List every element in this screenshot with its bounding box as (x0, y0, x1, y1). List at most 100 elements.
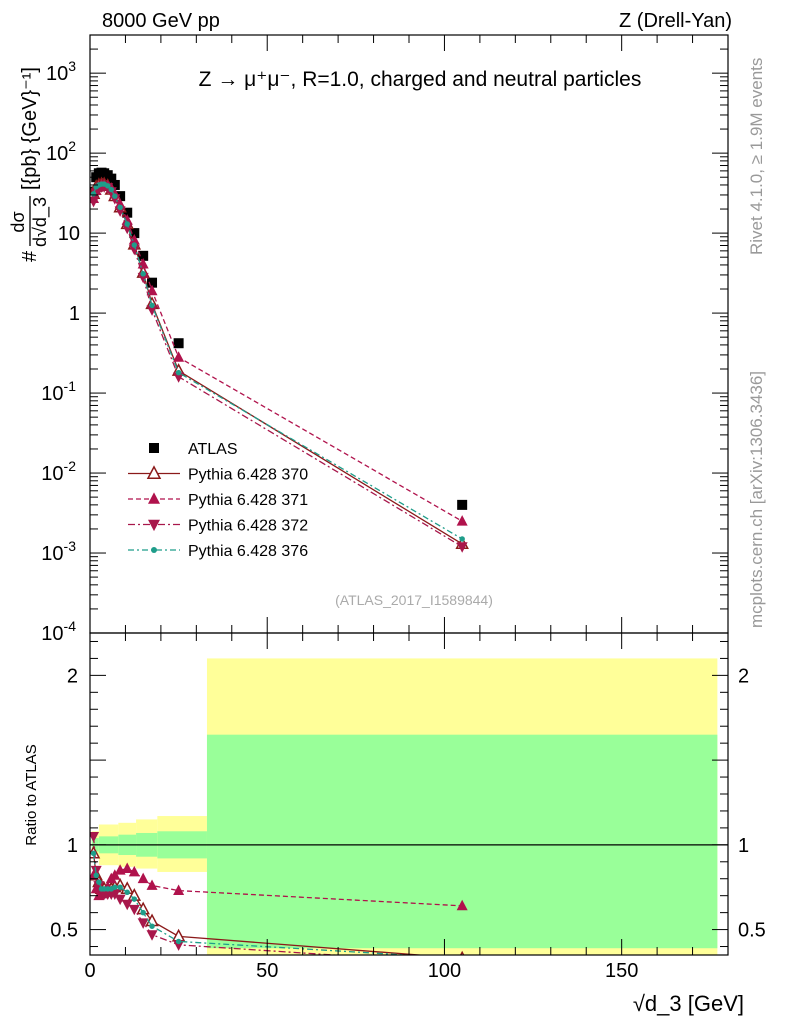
series-4-point (459, 536, 465, 542)
legend-label: Pythia 6.428 371 (188, 492, 308, 509)
ratio-x-tick-label: 0 (84, 960, 95, 982)
x-axis-label: √d_3 [GeV] (633, 991, 744, 1016)
main-y-label-group: # dσ d√d_3 [{pb} {GeV}⁻¹] (8, 67, 51, 262)
series-4-point (112, 193, 118, 199)
main-frame (89, 34, 729, 634)
ratio-series-3-point (117, 884, 123, 890)
legend-marker (148, 492, 160, 504)
series-0-point (109, 179, 120, 190)
series-3-point (90, 196, 100, 208)
main-y-tick-label: 10-3 (41, 538, 76, 565)
ratio-series-1-point (137, 872, 149, 884)
series-3-point (121, 223, 133, 235)
main-y-tick-label: 10-2 (41, 458, 76, 485)
ratio-series-2-point (93, 881, 105, 892)
series-0-point (138, 250, 149, 261)
series-2-point (146, 284, 158, 296)
legend-label: Pythia 6.428 370 (188, 467, 308, 484)
ratio-series-3-point (96, 879, 102, 885)
series-2-point (173, 351, 185, 362)
series-0-point (115, 191, 126, 202)
legend-label: ATLAS (188, 441, 238, 458)
ratio-y-tick-label: 1 (67, 835, 78, 857)
ratio-x-tick-label: 100 (428, 960, 461, 982)
rivet-label: Rivet 4.1.0, ≥ 1.9M events (747, 58, 766, 255)
series-3-point (109, 194, 121, 205)
main-y-tick-label: 102 (46, 138, 76, 165)
series-2-point (114, 198, 126, 209)
x-axis-title: √d_3 [GeV] (633, 991, 744, 1016)
ratio-x-tick-label: 50 (256, 960, 278, 982)
ratio-inner-band (206, 734, 718, 949)
series-0-point (129, 228, 140, 239)
series-4-point (131, 242, 138, 248)
ylabel-prefix: # (19, 250, 41, 262)
series-3-point (146, 305, 158, 316)
ratio-y-tick-label: 2 (67, 665, 78, 687)
series-0-point (173, 338, 184, 349)
ylabel-units: [{pb} {GeV}⁻¹] (19, 67, 41, 190)
series-4-point (117, 204, 123, 211)
ratio-series-1-point (121, 862, 133, 873)
ratio-x-tick-label: 150 (605, 960, 638, 982)
ratio-y-axis-label: Ratio to ATLAS (23, 744, 40, 845)
series-0-point (457, 499, 468, 510)
ratio-series-1-point (128, 865, 140, 877)
series-4-point (108, 186, 115, 193)
ratio-series-2-point (90, 831, 100, 843)
series-0-point (106, 173, 117, 184)
energy-label: 8000 GeV pp (102, 10, 220, 32)
ratio-series-3-point (112, 884, 118, 890)
ratio-series-0-point (459, 950, 465, 955)
legend-marker (148, 519, 160, 532)
legend-marker (146, 465, 162, 480)
ratio-series-1-point (146, 879, 158, 890)
ratio-y-tick-label: 0.5 (50, 920, 78, 942)
series-2-point (456, 515, 468, 526)
series-3-point (105, 187, 117, 198)
ratio-series-2-point (128, 904, 140, 916)
main-y-axis-label: # dσ d√d_3 [{pb} {GeV}⁻¹] (8, 67, 51, 262)
ratio-y-tick-label-right: 0.5 (738, 920, 766, 942)
legend-marker (151, 547, 157, 553)
ratio-series-3-point (149, 923, 155, 929)
ratio-series-3-point (90, 850, 97, 857)
ratio-plot-series (90, 831, 468, 955)
series-3-point (137, 272, 149, 284)
ratio-series-3-point (93, 872, 99, 879)
ratio-y-tick-label-right: 2 (738, 665, 749, 687)
legend-label: Pythia 6.428 372 (188, 518, 308, 535)
ratio-series-2-point (146, 930, 158, 941)
series-3-point (128, 244, 140, 256)
series-4-point (90, 191, 97, 197)
legend-label: Pythia 6.428 376 (188, 543, 308, 560)
plot-title: Z → μ⁺μ⁻, R=1.0, charged and neutral par… (199, 68, 642, 91)
ratio-y-tick-label-right: 1 (738, 835, 749, 857)
series-4-point (124, 221, 130, 227)
legend-marker (149, 443, 159, 453)
series-4-line (92, 183, 463, 540)
ratio-series-3-point (131, 896, 138, 902)
ratio-series-2-point (137, 918, 149, 929)
ratio-series-3-point (140, 909, 146, 916)
main-y-tick-label: 10 (58, 223, 80, 245)
mcplots-label: mcplots.cern.ch [arXiv:1306.3436] (747, 371, 766, 628)
ratio-series-3-point (175, 938, 182, 945)
ratio-series-1-line (92, 867, 463, 907)
main-y-tick-label: 1 (69, 303, 80, 325)
series-3-point (114, 206, 126, 217)
ylabel-denominator: d√d_3 (30, 197, 51, 247)
series-3-point (456, 542, 468, 553)
ratio-series-1-point (456, 899, 468, 911)
series-4-point (149, 302, 155, 309)
ratio-series-2-point (114, 894, 126, 906)
series-2-point (128, 233, 140, 245)
ylabel-numerator: dσ (8, 211, 28, 232)
series-0-point (122, 207, 133, 218)
series-4-point (140, 271, 146, 277)
ratio-series-2-point (121, 899, 133, 911)
legend: ATLAS Pythia 6.428 370 Pythia 6.428 371 Pyt… (128, 441, 308, 560)
process-label: Z (Drell-Yan) (619, 10, 732, 32)
ratio-series-1-point (173, 884, 185, 895)
